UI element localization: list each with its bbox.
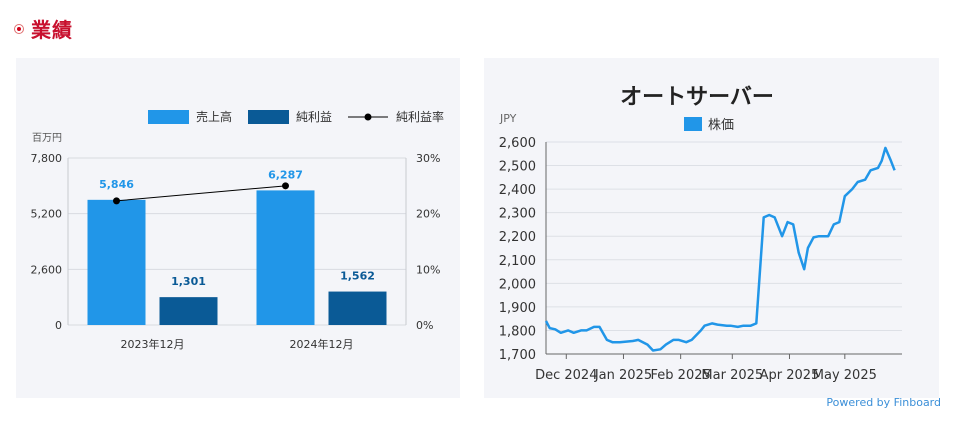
- y-tick-label: 1,800: [499, 324, 536, 339]
- bar-net-income: [159, 297, 218, 325]
- y-tick-label: 2,600: [31, 263, 63, 276]
- y2-tick-label: 0%: [416, 319, 433, 332]
- y-tick-label: 2,000: [499, 277, 536, 292]
- net-margin-point: [282, 182, 289, 190]
- bar-data-label: 1,301: [171, 275, 206, 288]
- section-title: 業績: [31, 18, 73, 42]
- x-tick-label: Mar 2025: [701, 368, 763, 383]
- legend-label-2: 純利益率: [396, 109, 444, 124]
- x-tick-label: 2023年12月: [121, 337, 185, 351]
- y-tick-label: 1,900: [499, 301, 536, 316]
- x-tick-label: Apr 2025: [760, 368, 820, 383]
- y-tick-label: 2,400: [499, 183, 536, 198]
- bar-data-label: 6,287: [268, 168, 303, 181]
- legend-swatch: [684, 117, 702, 131]
- powered-by-link[interactable]: Powered by Finboard: [826, 396, 941, 409]
- x-tick-label: May 2025: [813, 368, 877, 383]
- y2-tick-label: 30%: [416, 152, 440, 165]
- chart-title: オートサーバー: [620, 85, 774, 110]
- section-header: 業績: [14, 14, 73, 43]
- bar-net-income: [328, 291, 387, 325]
- y-axis-label: JPY: [499, 112, 517, 125]
- legend-swatch-1: [248, 110, 289, 124]
- y-tick-label: 2,200: [499, 230, 536, 245]
- y-tick-label: 2,300: [499, 207, 536, 222]
- net-margin-point: [113, 197, 120, 205]
- y-tick-label: 2,500: [499, 160, 536, 175]
- x-tick-label: Jan 2025: [594, 368, 652, 383]
- legend-label-1: 純利益: [296, 110, 332, 124]
- price-line: [544, 146, 896, 352]
- x-tick-label: 2024年12月: [290, 337, 354, 351]
- y-tick-label: 7,800: [31, 152, 63, 165]
- stock-chart-panel: オートサーバー株価 JPY 1,700 1,800 1,900 2,000 2,100 2,2…: [484, 58, 939, 398]
- bar-data-label: 5,846: [99, 178, 134, 191]
- y-tick-label: 2,600: [499, 136, 536, 151]
- y-tick-label: 2,100: [499, 254, 536, 269]
- earnings-chart-panel: 売上高 純利益 純利益率百万円 0 0% 2,600 10% 5,200 20% 7,800 30%…: [16, 58, 460, 398]
- legend-marker-2: [364, 113, 372, 121]
- legend-label-0: 売上高: [196, 109, 232, 124]
- y-tick-label: 5,200: [31, 208, 63, 221]
- legend-swatch-0: [148, 110, 189, 124]
- y-tick-label: 0: [55, 319, 62, 332]
- x-tick-label: Feb 2025: [651, 368, 711, 383]
- section-bullet-icon: [14, 23, 24, 34]
- bar-data-label: 1,562: [340, 270, 375, 283]
- x-tick-label: Dec 2024: [535, 368, 597, 383]
- y-tick-label: 1,700: [499, 348, 536, 363]
- legend-label: 株価: [708, 118, 734, 133]
- bar-revenue: [87, 199, 146, 325]
- y2-tick-label: 20%: [416, 208, 440, 221]
- net-margin-line: [116, 185, 286, 202]
- bar-revenue: [256, 190, 315, 325]
- unit-label: 百万円: [32, 132, 62, 144]
- y2-tick-label: 10%: [416, 263, 440, 276]
